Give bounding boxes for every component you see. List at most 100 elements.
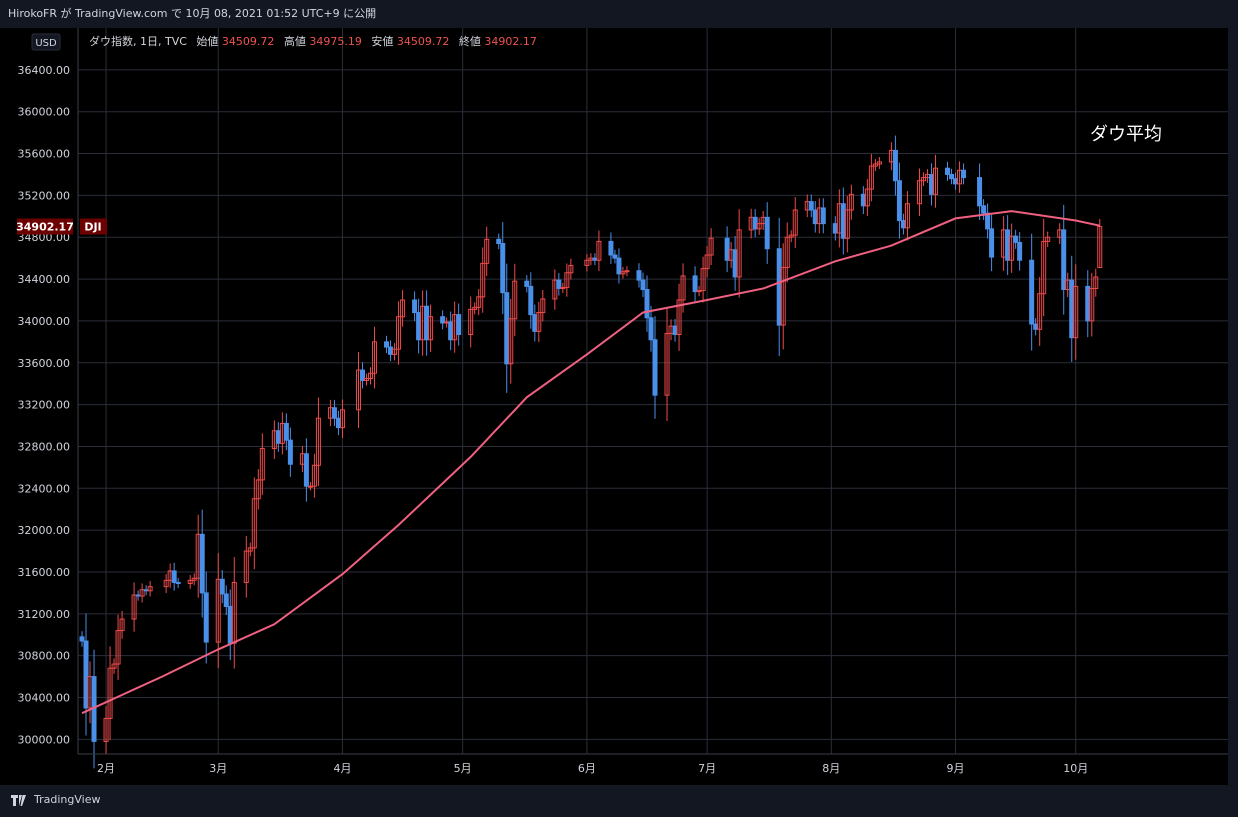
candle-body [372,341,378,374]
candle-body [616,257,622,275]
legend-high-value: 34975.19 [309,35,362,48]
candle-body [504,292,510,365]
candle-body [227,605,233,644]
legend-close-label: 終値 [459,34,481,48]
y-tick-label: 32400.00 [18,482,71,495]
legend-low-label: 安値 [371,34,393,48]
tradingview-brand: TradingView [34,793,101,806]
candle-body [1093,276,1099,289]
candle-body [592,257,598,261]
candle-body [812,209,818,225]
candle-body [364,377,370,382]
candle-body [536,312,542,332]
y-tick-label: 31600.00 [18,566,71,579]
candle-body [844,209,850,239]
candle-body [400,299,406,318]
candle-body [676,299,682,336]
candle-body [512,280,518,320]
candle-body [496,238,502,244]
candle-body [223,593,229,607]
candle-body [788,234,794,238]
y-tick-label: 34400.00 [18,273,71,286]
x-tick-label: 9月 [947,762,965,775]
candle-body [985,212,991,230]
candle-body [1041,240,1047,295]
candle-body [920,177,926,182]
candle-body [764,216,770,250]
currency-badge: USD [31,33,61,51]
candle-body [977,177,983,207]
legend-close-value: 34902.17 [484,35,537,48]
legend-low-value: 34509.72 [397,35,450,48]
candle-body [147,586,153,592]
candle-body [215,578,221,643]
candle-body [1073,285,1079,339]
x-tick-label: 7月 [698,762,716,775]
candle-body [648,317,654,341]
publish-header: HirokoFR が TradingView.com で 10月 08, 202… [0,0,1238,28]
candle-body [416,312,422,341]
candle-body [115,630,121,665]
candle-body [989,228,995,258]
y-tick-label: 36000.00 [18,106,71,119]
moving-average-line [81,210,1101,715]
candle-body [832,223,838,234]
candle-body [143,589,149,592]
chart-frame[interactable]: 30000.00 30400.00 30800.00 31200.00 31600.00… [0,28,1228,785]
candle-body [961,169,967,179]
chart-legend: ダウ指数, 1日, TVC 始値 34509.72 高値 34975.19 安値… [89,34,537,48]
candle-body [540,298,546,314]
candle-body [187,579,193,584]
candle-body [568,264,574,274]
candle-body [680,275,686,301]
candle-body [664,332,670,396]
candle-body [103,717,109,742]
x-tick-label: 3月 [209,762,227,775]
candle-body [620,271,626,275]
candle-body [556,279,562,289]
candle-body [335,417,341,429]
candle-body [784,236,790,269]
candle-body [1069,279,1075,339]
candle-body [251,498,257,549]
legend-symbol: ダウ指数, 1日, TVC [89,34,187,48]
candle-body [392,348,398,355]
candle-body [636,270,642,281]
candle-body [368,372,374,379]
price-chart[interactable]: 30000.00 30400.00 30800.00 31200.00 31600.00… [0,28,1228,785]
candle-body [412,299,418,314]
candle-body [776,248,782,326]
x-tick-label: 8月 [822,762,840,775]
chart-annotation: ダウ平均 [1090,124,1162,145]
candle-body [756,223,762,230]
y-tick-label: 35200.00 [18,189,71,202]
candle-body [359,369,365,382]
candle-body [303,453,309,487]
candle-body [736,229,742,278]
candle-body [560,286,566,289]
candle-body [808,201,814,211]
candle-body [199,533,205,594]
y-axis: 30000.00 30400.00 30800.00 31200.00 31600.00… [18,28,79,754]
y-tick-label: 32000.00 [18,524,71,537]
y-tick-label: 30000.00 [18,733,71,746]
candle-body [532,314,538,332]
candle-body [111,663,117,669]
candle-body [752,216,758,230]
candle-body [171,570,177,583]
candle-body [780,267,786,326]
candle-body [864,188,870,207]
moving-average-group [81,210,1101,715]
candle-body [163,579,169,588]
candle-body [872,163,878,167]
candle-body [848,193,854,211]
candles-group [79,135,1103,769]
candle-body [247,547,253,552]
candle-body [424,305,430,341]
candle-body [175,581,181,584]
candle-body [107,667,113,719]
candle-body [255,479,261,500]
candle-body [131,594,137,620]
candle-body [311,464,317,487]
candle-body [283,422,289,441]
